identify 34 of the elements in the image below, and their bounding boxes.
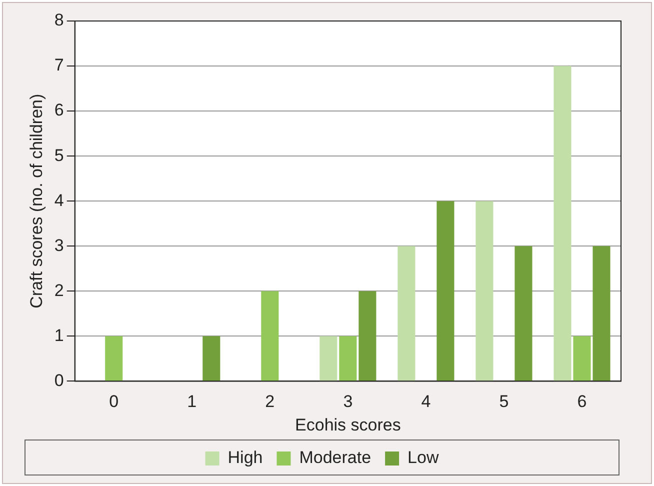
y-tick-label: 8	[54, 10, 64, 30]
y-tick-label: 2	[54, 280, 64, 300]
y-tick-label: 5	[54, 146, 64, 165]
bar	[358, 291, 376, 381]
x-tick-label: 3	[343, 392, 353, 412]
y-tick-label: 1	[54, 326, 64, 345]
y-tick-label: 7	[54, 56, 64, 75]
bar	[554, 66, 572, 381]
bar	[592, 246, 610, 381]
bar	[105, 336, 123, 381]
x-tick-label: 0	[109, 392, 119, 412]
y-tick-label: 3	[54, 236, 64, 255]
y-tick-label: 6	[54, 100, 64, 120]
bar	[573, 336, 591, 381]
bar	[261, 291, 279, 381]
bar	[436, 201, 454, 381]
bar	[514, 246, 532, 381]
y-tick-label: 4	[54, 190, 64, 210]
bar	[476, 201, 494, 381]
legend-label: Moderate	[299, 448, 372, 468]
x-tick-label: 4	[421, 392, 431, 412]
x-tick-label: 1	[187, 392, 197, 412]
bar	[398, 246, 416, 381]
bar	[339, 336, 357, 381]
x-tick-label: 5	[499, 392, 509, 412]
y-axis-title: Craft scores (no. of children)	[26, 94, 46, 308]
legend-label: Low	[408, 448, 440, 468]
x-tick-label: 6	[577, 392, 587, 412]
bar	[202, 336, 220, 381]
legend-label: High	[228, 448, 263, 468]
bar	[320, 336, 338, 381]
x-axis-title: Ecohis scores	[295, 415, 401, 434]
x-tick-label: 2	[265, 392, 275, 412]
y-tick-label: 0	[54, 370, 64, 390]
